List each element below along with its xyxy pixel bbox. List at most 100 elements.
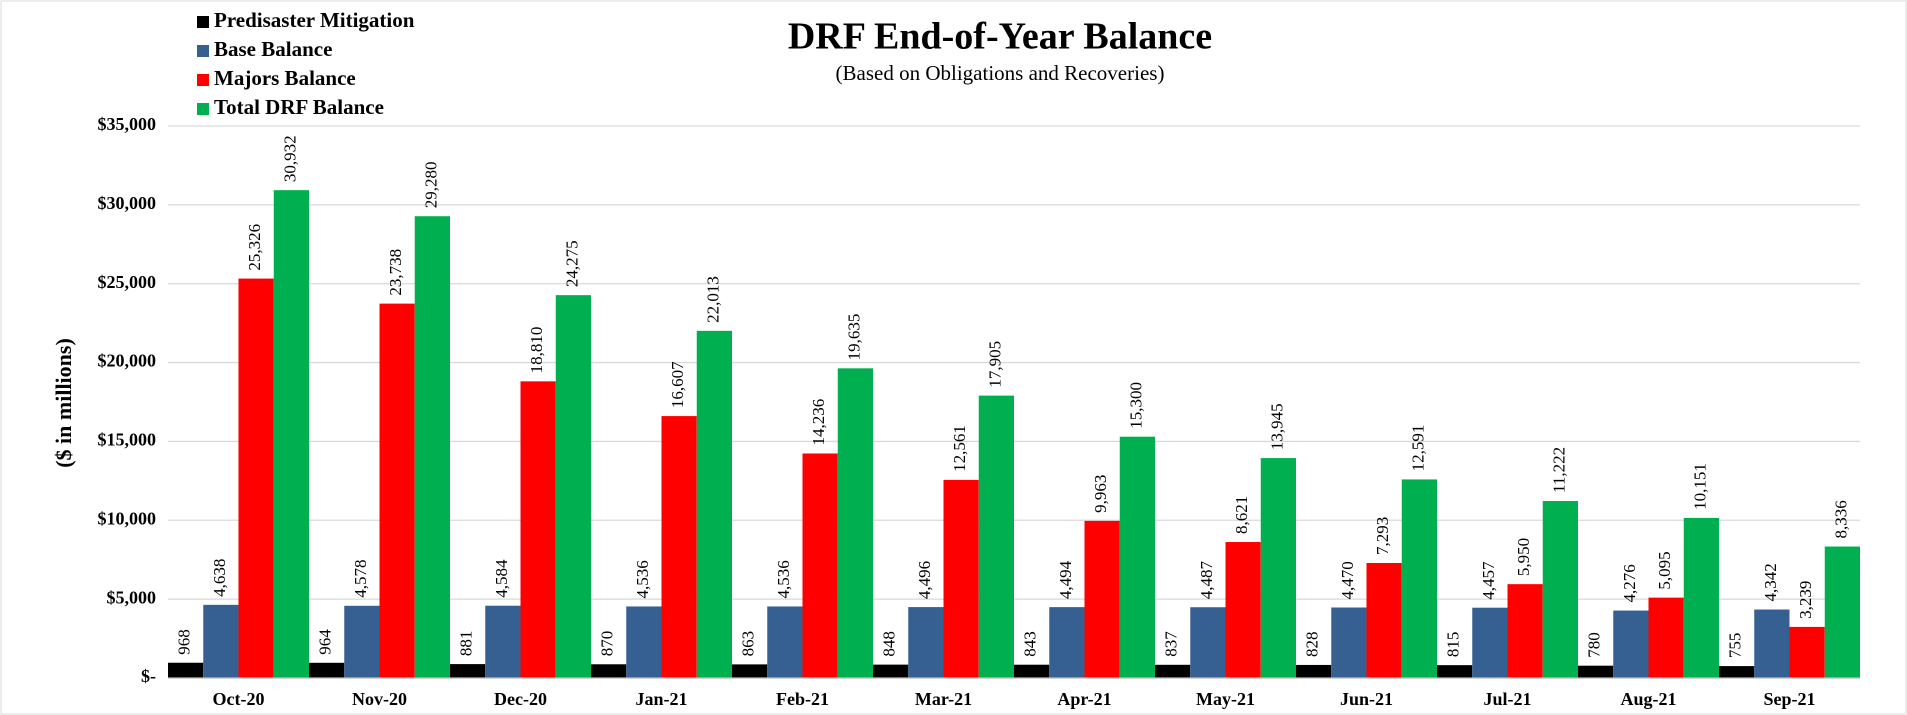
- bar: [1613, 610, 1649, 678]
- value-label: 24,275: [562, 240, 581, 287]
- bar: [168, 662, 204, 678]
- x-tick-label: Apr-21: [1057, 689, 1111, 709]
- value-label: 828: [1303, 631, 1322, 657]
- legend-label: Total DRF Balance: [214, 95, 384, 119]
- bar: [908, 607, 944, 678]
- value-label: 4,457: [1479, 561, 1498, 600]
- chart-subtitle: (Based on Obligations and Recoveries): [836, 61, 1165, 85]
- bar: [802, 453, 838, 678]
- legend-label: Base Balance: [214, 37, 332, 61]
- x-tick-label: Sep-21: [1763, 689, 1815, 709]
- bar: [520, 381, 556, 678]
- legend-label: Majors Balance: [214, 66, 356, 90]
- value-label: 755: [1726, 633, 1745, 659]
- bar: [1296, 664, 1332, 678]
- y-axis-label: ($ in millions): [51, 338, 76, 468]
- value-label: 848: [880, 631, 899, 657]
- value-label: 8,621: [1232, 496, 1251, 534]
- value-label: 17,905: [985, 341, 1004, 388]
- x-tick-label: Oct-20: [213, 689, 265, 709]
- bar: [344, 605, 380, 678]
- x-tick-label: Feb-21: [776, 689, 829, 709]
- bar: [837, 368, 873, 678]
- value-label: 12,561: [950, 425, 969, 472]
- bar: [379, 303, 415, 678]
- bar: [1049, 607, 1085, 678]
- bar: [661, 416, 697, 678]
- y-tick-label: $15,000: [98, 430, 157, 450]
- bar: [414, 216, 450, 678]
- value-label: 4,584: [492, 559, 511, 598]
- legend-swatch: [197, 103, 209, 115]
- value-label: 18,810: [527, 327, 546, 374]
- value-label: 7,293: [1373, 517, 1392, 555]
- value-label: 14,236: [809, 399, 828, 446]
- value-label: 29,280: [421, 161, 440, 208]
- x-tick-label: Jan-21: [635, 689, 687, 709]
- bar: [1648, 597, 1684, 678]
- value-label: 30,932: [280, 135, 299, 182]
- bar: [238, 278, 274, 678]
- bar: [1578, 665, 1614, 678]
- bar: [1472, 607, 1508, 678]
- value-label: 815: [1444, 632, 1463, 658]
- bar: [1225, 542, 1261, 678]
- bar: [203, 604, 239, 678]
- bar: [555, 295, 591, 678]
- value-label: 4,638: [210, 559, 229, 597]
- bar: [1119, 436, 1155, 678]
- bar: [732, 664, 768, 678]
- bar: [1014, 664, 1050, 678]
- value-label: 3,239: [1796, 581, 1815, 619]
- bar: [1190, 607, 1226, 678]
- value-label: 16,607: [668, 361, 687, 408]
- value-label: 4,496: [915, 561, 934, 599]
- value-label: 5,950: [1514, 538, 1533, 576]
- value-label: 13,945: [1267, 403, 1286, 450]
- value-label: 15,300: [1126, 382, 1145, 429]
- bar: [1789, 626, 1825, 678]
- value-label: 968: [175, 629, 194, 655]
- x-tick-label: Mar-21: [915, 689, 972, 709]
- value-label: 843: [1021, 631, 1040, 657]
- value-label: 4,578: [351, 560, 370, 598]
- value-label: 863: [739, 631, 758, 657]
- legend-swatch: [197, 45, 209, 57]
- value-label: 8,336: [1831, 500, 1850, 538]
- y-tick-label: $35,000: [98, 114, 157, 134]
- value-label: 4,470: [1338, 561, 1357, 599]
- bar: [943, 479, 979, 678]
- x-tick-label: Nov-20: [352, 689, 407, 709]
- bar: [1084, 520, 1120, 678]
- bar: [873, 664, 909, 678]
- bar: [1401, 479, 1437, 678]
- bar: [1260, 458, 1296, 678]
- value-label: 9,963: [1091, 475, 1110, 513]
- value-label: 4,536: [633, 560, 652, 598]
- value-label: 22,013: [703, 276, 722, 323]
- value-label: 23,738: [386, 249, 405, 296]
- value-label: 4,487: [1197, 560, 1216, 599]
- bar: [1507, 584, 1543, 678]
- bar: [1155, 664, 1191, 678]
- value-label: 4,276: [1620, 564, 1639, 602]
- x-tick-label: Aug-21: [1620, 689, 1676, 709]
- bar: [591, 664, 627, 678]
- value-label: 5,095: [1655, 551, 1674, 589]
- legend-swatch: [197, 16, 209, 28]
- bar: [485, 605, 521, 678]
- bar: [1683, 517, 1719, 678]
- value-label: 837: [1162, 631, 1181, 657]
- bar: [1331, 607, 1367, 678]
- x-tick-label: Dec-20: [494, 689, 547, 709]
- value-label: 881: [457, 631, 476, 657]
- value-label: 25,326: [245, 224, 264, 271]
- x-tick-label: Jul-21: [1483, 689, 1531, 709]
- bar: [273, 190, 309, 678]
- bar: [767, 606, 803, 678]
- bar: [696, 330, 732, 678]
- value-label: 4,536: [774, 560, 793, 598]
- y-tick-label: $20,000: [98, 351, 157, 371]
- bar: [309, 662, 345, 678]
